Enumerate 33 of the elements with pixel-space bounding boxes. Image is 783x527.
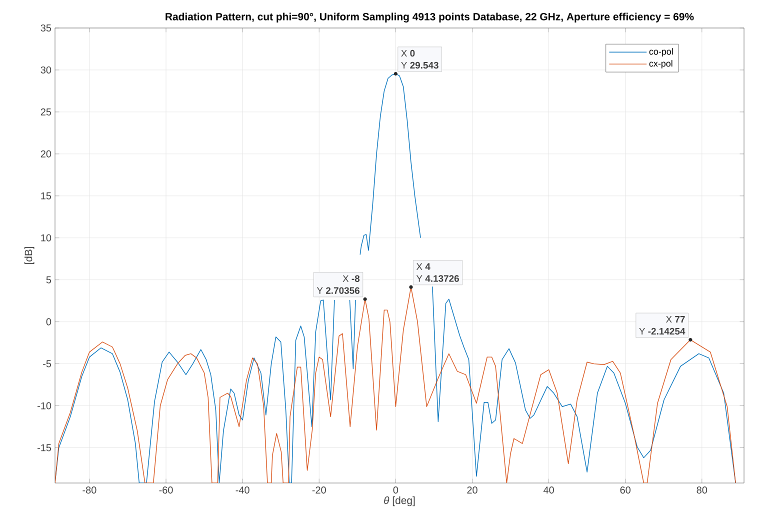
annotation: X 77 [666, 316, 685, 323]
chart-title: Radiation Pattern, cut phi=90°, Uniform Sampling 4913 points Database, 22 GHz, Aperture efficiency = 69% [166, 12, 694, 22]
annotation: Y 29.543 [401, 62, 438, 69]
y-axis-title: [dB] [24, 246, 34, 264]
x-tick-label: 80 [696, 486, 708, 494]
x-tick-label: 0 [393, 486, 398, 494]
x-tick-label: 40 [543, 486, 554, 494]
x-tick-label: 60 [620, 486, 631, 494]
annotation: Y 2.70356 [316, 287, 360, 294]
annotation: Y 4.13726 [416, 275, 459, 282]
x-tick-label: -20 [312, 486, 326, 494]
y-tick-label: -15 [38, 444, 52, 452]
y-tick-label: 20 [40, 150, 52, 158]
annotation: Y -2.14254 [639, 328, 686, 335]
legend-label: cx-pol [649, 60, 672, 68]
y-tick-label: 30 [40, 66, 52, 74]
legend-label: co-pol [649, 48, 673, 56]
annotation: X -8 [342, 275, 360, 282]
annotation: X 4 [416, 263, 430, 270]
y-tick-label: 25 [40, 108, 52, 116]
x-tick-label: -80 [82, 486, 96, 494]
y-tick-label: 15 [41, 192, 52, 200]
y-tick-label: 5 [46, 276, 52, 284]
y-tick-label: -5 [43, 360, 52, 368]
x-tick-label: -60 [159, 486, 173, 494]
y-tick-label: 35 [40, 24, 52, 32]
x-axis-title: θ [deg] [384, 496, 415, 506]
x-tick-label: -40 [236, 486, 250, 494]
y-tick-label: 10 [41, 234, 52, 242]
y-tick-label: -10 [38, 402, 52, 410]
annotation: X 0 [401, 50, 415, 57]
y-tick-label: 0 [46, 318, 52, 326]
x-tick-label: 20 [467, 486, 478, 494]
